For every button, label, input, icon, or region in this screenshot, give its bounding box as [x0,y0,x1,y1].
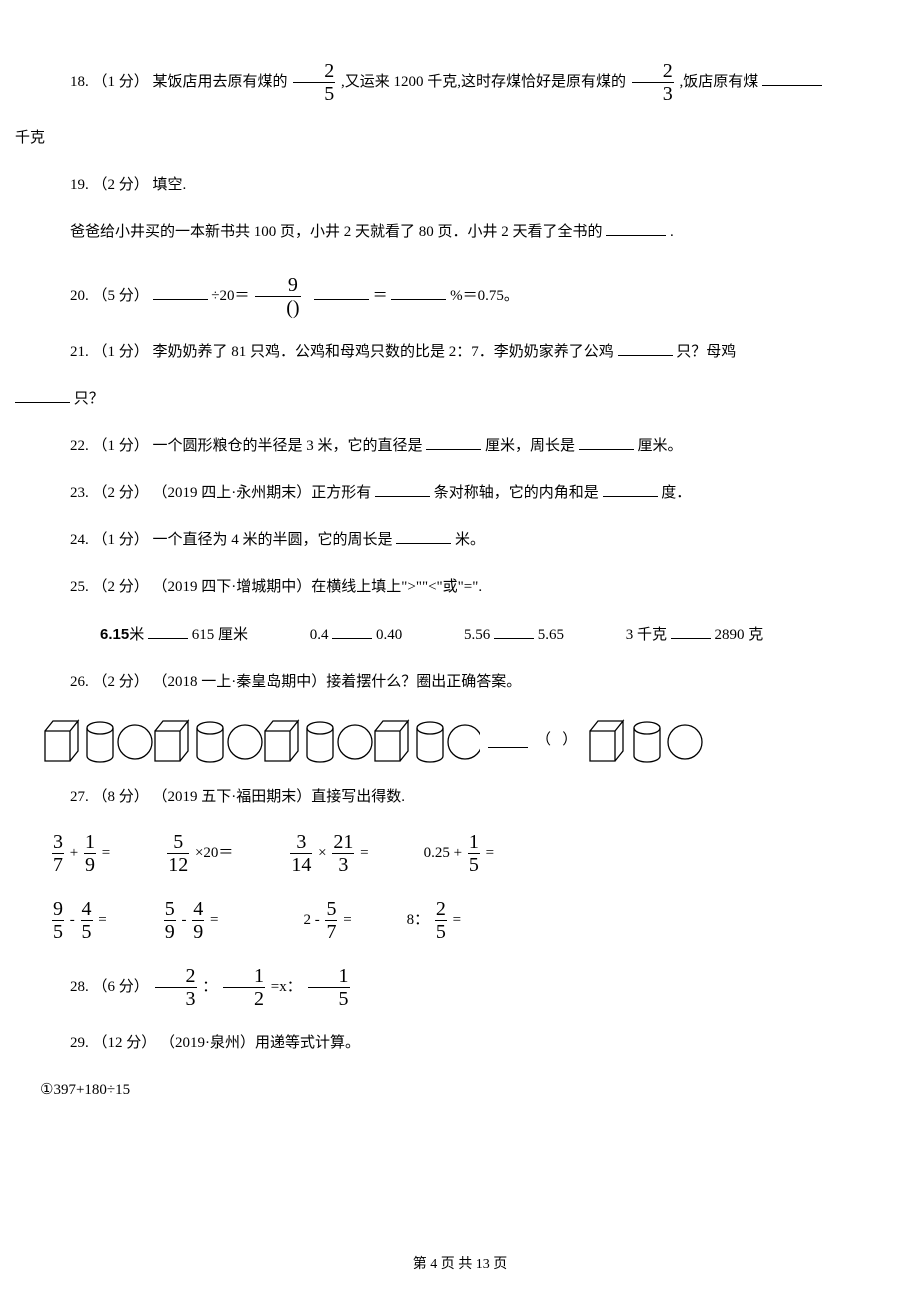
blank [606,220,666,236]
q18-cont: 千克 [15,125,880,152]
q27-row2: 95 - 45 = 59 - 49 = 2 - 57 = 8： 25 = [50,898,880,943]
blank [579,434,634,450]
blank [332,623,372,639]
question-29: 29. （12 分） （2019·泉州）用递等式计算。 [40,1030,880,1057]
blank [494,623,534,639]
fraction-9-paren: 9() [255,274,300,319]
question-18: 18. （1 分） 某饭店用去原有煤的 25 ,又运来 1200 千克,这时存煤… [40,60,880,105]
fraction-2-3: 23 [632,60,674,105]
question-23: 23. （2 分） （2019 四上·永州期末）正方形有 条对称轴，它的内角和是… [40,480,880,507]
shapes-sequence: （ ） [40,716,880,764]
blank [391,284,446,300]
blank [762,70,822,86]
question-20: 20. （5 分） ÷20＝ 9() ＝ %＝0.75。 [40,274,880,319]
shapes-options [585,716,710,764]
blank [375,481,430,497]
blank [15,387,70,403]
q18-suffix: ,饭店原有煤 [680,74,759,90]
paren: （ ） [536,727,577,754]
blank [671,623,711,639]
question-22: 22. （1 分） 一个圆形粮仓的半径是 3 米，它的直径是 厘米，周长是 厘米… [40,433,880,460]
q18-mid1: ,又运来 1200 千克,这时存煤恰好是原有煤的 [341,74,630,90]
blank [488,732,528,748]
question-19-line2: 爸爸给小井买的一本新书共 100 页，小井 2 天就看了 80 页．小井 2 天… [40,219,880,246]
blank [396,528,451,544]
fraction-2-5: 25 [293,60,335,105]
blank [148,623,188,639]
question-21: 21. （1 分） 李奶奶养了 81 只鸡．公鸡和母鸡只数的比是 2：7．李奶奶… [40,339,880,366]
question-26: 26. （2 分） （2018 一上·秦皇岛期中）接着摆什么？圈出正确答案。 [40,669,880,696]
blank [618,340,673,356]
page-footer: 第 4 页 共 13 页 [0,1252,920,1277]
blank [153,284,208,300]
question-28: 28. （6 分） 23 ： 12 =x： 15 [40,965,880,1010]
question-29-sub: ①397+180÷15 [40,1077,880,1104]
question-25: 25. （2 分） （2019 四下·增城期中）在横线上填上">""<"或"="… [40,574,880,601]
q21-cont: 只？ [15,386,880,413]
question-19-line1: 19. （2 分） 填空. [40,172,880,199]
question-27: 27. （8 分） （2019 五下·福田期末）直接写出得数. [40,784,880,811]
q25-compare: 6.15米 615 厘米 0.4 0.40 5.56 5.65 3 千克 289… [40,621,880,649]
question-24: 24. （1 分） 一个直径为 4 米的半圆，它的周长是 米。 [40,527,880,554]
blank [426,434,481,450]
blank [603,481,658,497]
q18-prefix: 18. （1 分） 某饭店用去原有煤的 [70,74,291,90]
blank [314,284,369,300]
shapes-pattern [40,716,480,764]
q27-row1: 37 + 19 = 512 ×20＝ 314 × 213 = 0.25 + 15… [50,831,880,876]
